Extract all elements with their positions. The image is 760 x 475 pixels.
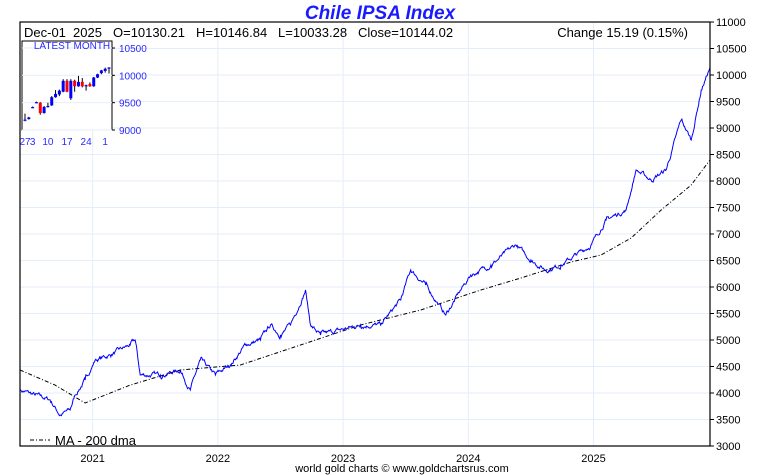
inset-y-tick-label: 9000 — [119, 126, 142, 137]
inset-x-tick-label: 27 — [19, 137, 31, 148]
y-tick-label: 5000 — [716, 335, 740, 347]
inset-x-tick-label: 24 — [81, 137, 93, 148]
inset-candle-up — [107, 67, 111, 69]
inset-candle-down — [80, 81, 84, 87]
chart-title: Chile IPSA Index — [305, 3, 457, 24]
y-tick-label: 5500 — [716, 309, 740, 321]
header-year: 2025 — [73, 25, 102, 40]
inset-candle-up — [54, 93, 58, 98]
y-axis: 3000 3500 4000 4500 5000 5500 6000 6500 7000 7500… — [710, 17, 747, 453]
y-tick-label: 4000 — [716, 388, 740, 400]
y-tick-label: 3500 — [716, 415, 740, 427]
x-tick-label: 2023 — [331, 453, 355, 465]
header-high: H=10146.84 — [196, 25, 267, 40]
inset-candle-up — [23, 119, 27, 121]
inset-x-tick-label: 10 — [42, 137, 54, 148]
footer-credit: world gold charts © www.goldchartsrus.co… — [294, 463, 509, 475]
ma-200-line — [19, 159, 711, 404]
y-tick-label: 11000 — [716, 17, 746, 29]
inset-candle-up — [57, 90, 61, 95]
header-open: O=10130.21 — [113, 25, 185, 40]
x-tick-label: 2021 — [80, 453, 104, 465]
inset-y-tick-label: 9500 — [119, 99, 142, 110]
inset-candle-up — [103, 68, 107, 71]
y-tick-label: 10500 — [716, 44, 747, 56]
inset-candle-down — [38, 102, 42, 114]
y-tick-label: 9500 — [716, 97, 740, 109]
header-date: Dec-01 — [24, 25, 66, 40]
y-tick-label: 4500 — [716, 362, 740, 374]
grid — [20, 21, 710, 447]
x-tick-label: 2025 — [581, 453, 605, 465]
x-tick-label: 2022 — [206, 453, 230, 465]
inset-candle-up — [46, 105, 50, 108]
inset-candle-down — [65, 80, 69, 92]
inset-candle-up — [92, 77, 96, 87]
y-tick-label: 3000 — [716, 441, 740, 453]
inset-candle-up — [31, 107, 35, 109]
x-axis: 2021 2022 2023 2024 2025 — [80, 453, 605, 465]
y-tick-label: 8500 — [716, 150, 740, 162]
inset-candle-up — [96, 74, 100, 78]
header-close: Close=10144.02 — [358, 25, 453, 40]
y-tick-label: 7500 — [716, 203, 740, 215]
header-low: L=10033.28 — [278, 25, 347, 40]
inset-y-tick-label: 10500 — [119, 44, 147, 55]
inset-candle-up — [76, 81, 80, 87]
inset-x-tick-label: 1 — [102, 137, 108, 148]
inset-latest-month: LATEST MONTH 9000 9500 10000 10500 27 3 10 17 2… — [19, 40, 147, 148]
header-change: Change 15.19 (0.15%) — [557, 25, 688, 40]
y-tick-label: 6500 — [716, 256, 740, 268]
inset-y-tick-label: 10000 — [119, 71, 147, 82]
inset-candle-up — [99, 70, 103, 74]
inset-x-tick-label: 3 — [30, 137, 36, 148]
inset-candle-up — [61, 80, 65, 92]
inset-candle-up — [42, 107, 46, 114]
inset-candle-down — [73, 80, 77, 87]
legend-ma-label: MA - 200 dma — [55, 433, 137, 448]
legend: MA - 200 dma — [30, 433, 137, 448]
y-tick-label: 6000 — [716, 282, 740, 294]
inset-title: LATEST MONTH — [34, 41, 110, 52]
inset-candle-up — [27, 117, 31, 120]
inset-x-tick-label: 17 — [61, 137, 73, 148]
y-tick-label: 9000 — [716, 123, 740, 135]
y-tick-label: 8000 — [716, 176, 740, 188]
inset-candle-up — [50, 97, 54, 106]
inset-candle-down — [88, 84, 92, 87]
inset-candle-up — [34, 102, 38, 104]
x-tick-label: 2024 — [456, 453, 480, 465]
y-tick-label: 10000 — [716, 70, 747, 82]
y-tick-label: 7000 — [716, 229, 740, 241]
inset-candle-up — [69, 80, 73, 99]
inset-candle-up — [84, 85, 88, 87]
price-line — [19, 67, 711, 417]
